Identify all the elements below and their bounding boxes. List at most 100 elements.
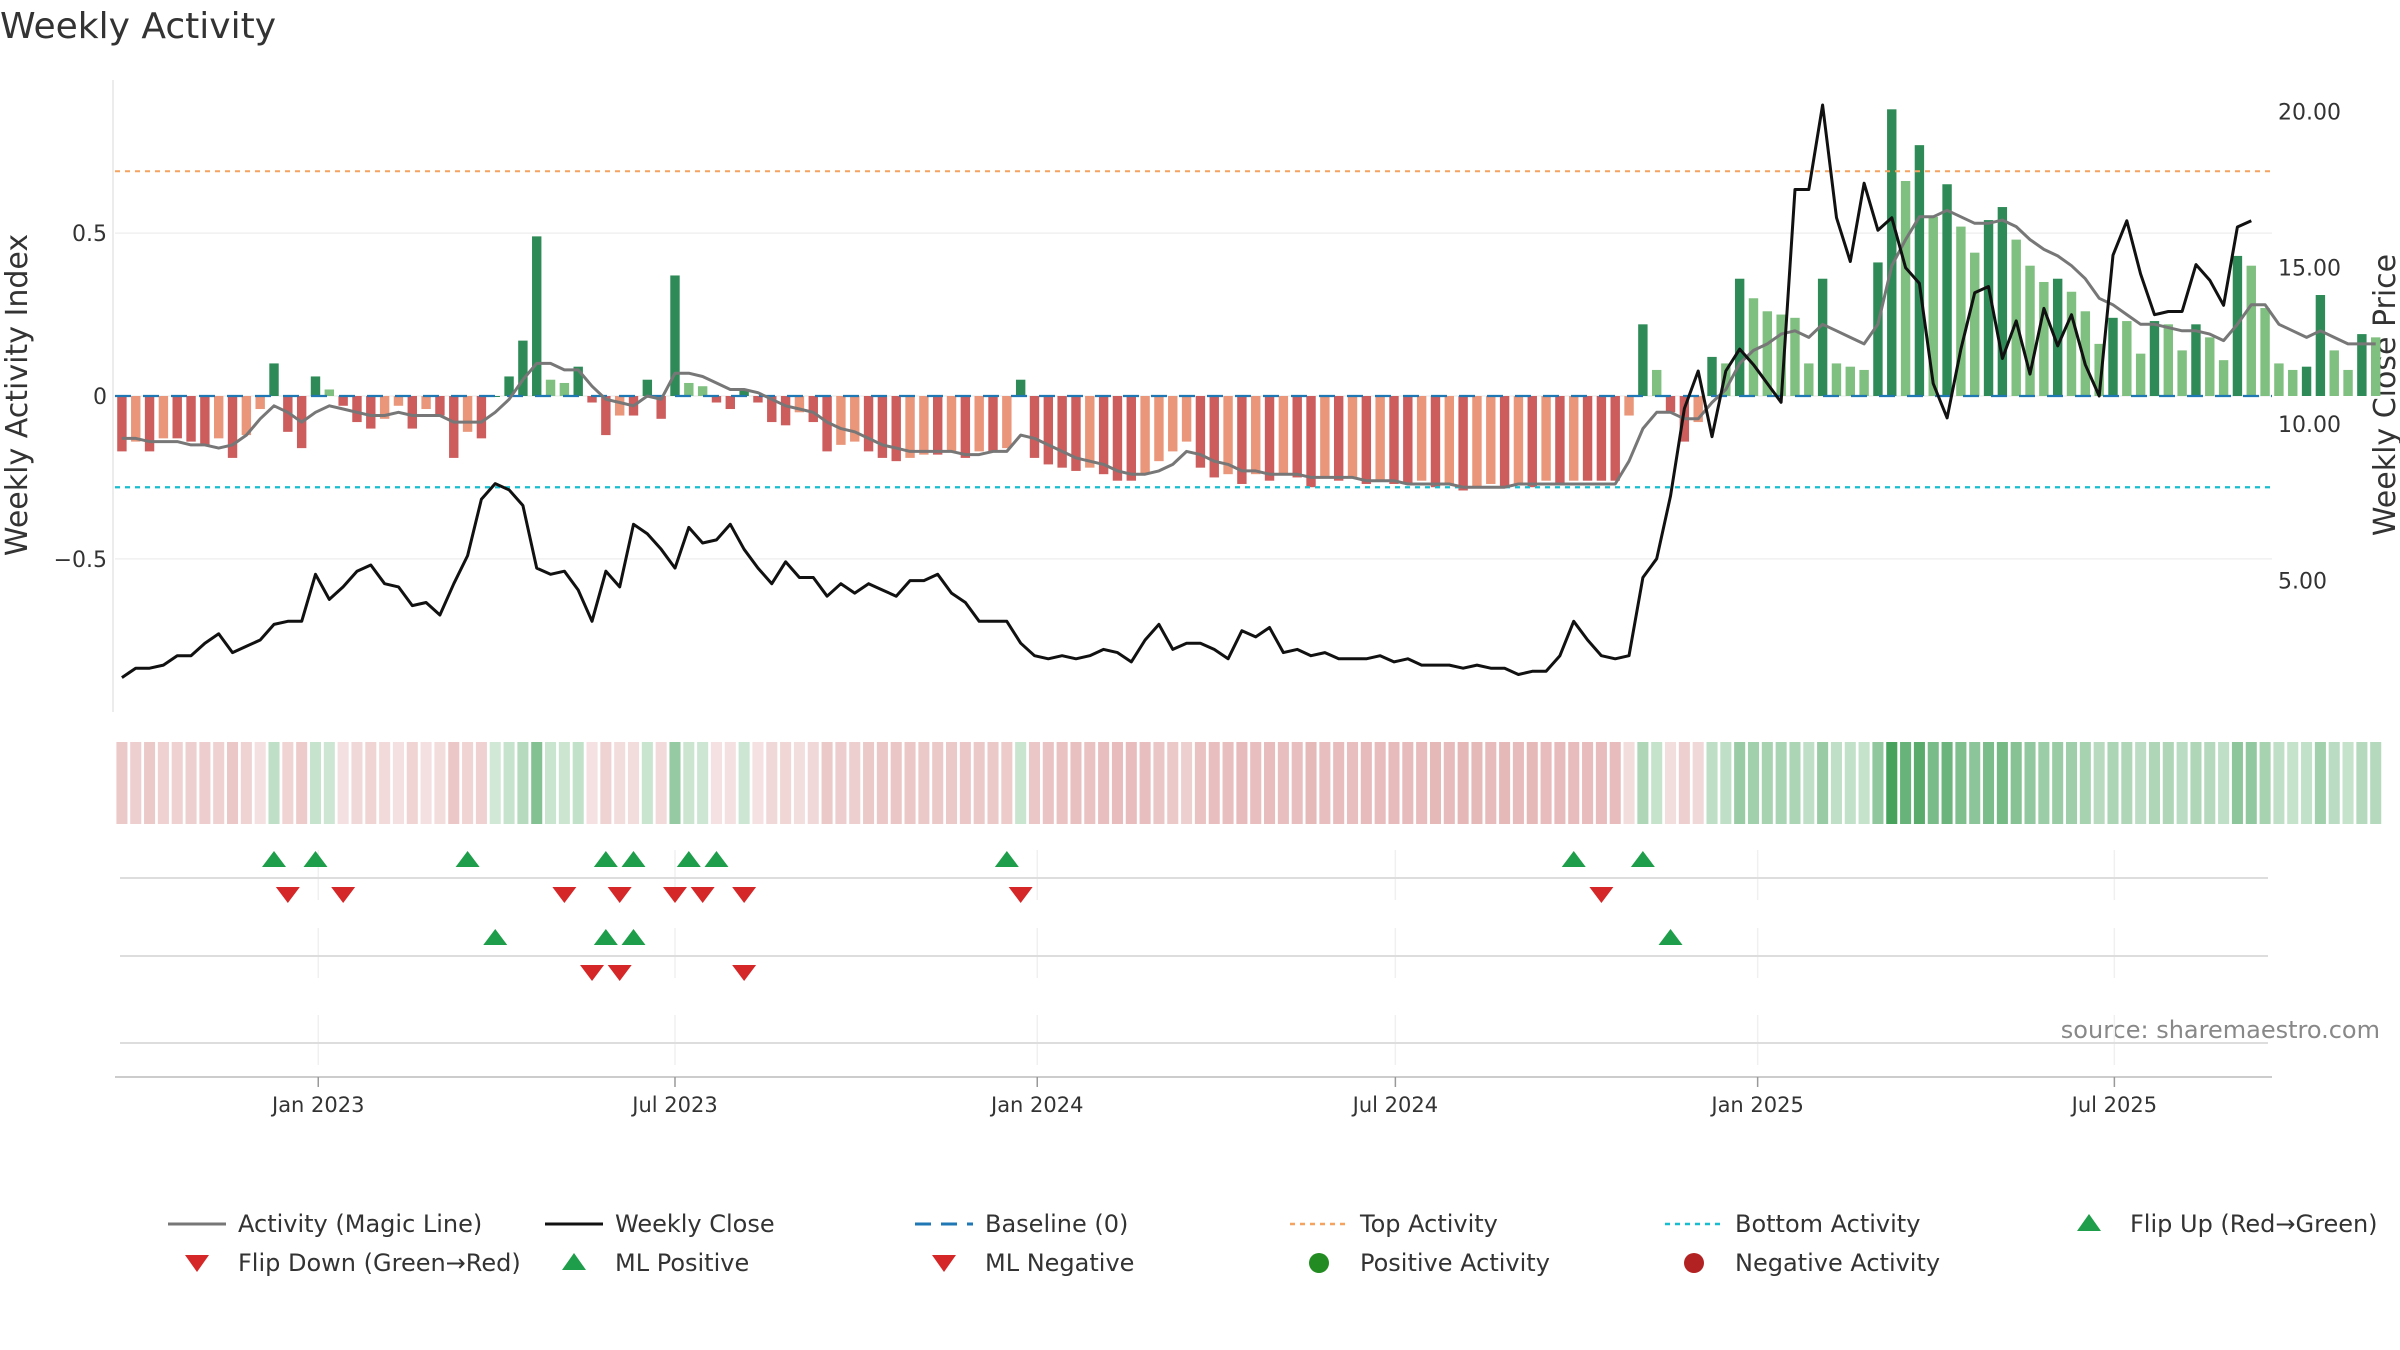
activity-bar <box>1942 184 1952 396</box>
heat-strip-cell <box>2259 742 2271 824</box>
activity-bar <box>2094 343 2104 396</box>
activity-bar <box>1375 396 1385 481</box>
activity-bar <box>2274 363 2284 396</box>
heat-strip-cell <box>683 742 695 824</box>
x-tick-label: Jan 2024 <box>989 1093 1084 1117</box>
heat-strip-cell <box>1789 742 1801 824</box>
ml-positive-marker <box>621 929 646 945</box>
activity-bar <box>725 396 735 410</box>
x-tick-label: Jan 2025 <box>1709 1093 1804 1117</box>
flip-up-marker <box>1630 851 1655 867</box>
flip-up-marker <box>994 851 1019 867</box>
activity-bar <box>462 396 473 432</box>
activity-bar <box>131 396 141 442</box>
heat-strip-cell <box>434 742 446 824</box>
heat-strip-cell <box>157 742 169 824</box>
heat-strip-cell <box>2093 742 2105 824</box>
activity-bar <box>255 396 265 410</box>
activity-bar <box>1513 396 1524 484</box>
heat-strip-cell <box>973 742 985 824</box>
activity-bar <box>1887 109 1897 397</box>
legend-item: ML Negative <box>932 1249 1134 1277</box>
activity-bar <box>1707 356 1717 396</box>
heat-strip-cell <box>420 742 432 824</box>
legend-label: Activity (Magic Line) <box>238 1210 482 1238</box>
activity-bar <box>1997 207 2008 396</box>
activity-bar <box>1168 396 1178 452</box>
y-axis-ticks: 0.5 0 −0.5 20.00 15.00 10.00 5.00 <box>54 100 2341 594</box>
heat-strip-cell <box>254 742 266 824</box>
heat-strip-cell <box>213 742 225 824</box>
heat-strip-cell <box>876 742 888 824</box>
activity-bar <box>1928 216 1938 396</box>
flip-down-marker <box>607 887 632 903</box>
heat-strip-cell <box>1983 742 1995 824</box>
heat-strip-cell <box>1264 742 1276 824</box>
activity-bar <box>1251 396 1261 475</box>
heat-strip-cell <box>614 742 626 824</box>
heat-strip-cell <box>2342 742 2354 824</box>
flip-down-marker <box>552 887 577 903</box>
activity-bar <box>310 376 321 396</box>
legend-label: Baseline (0) <box>985 1210 1128 1238</box>
heat-strip-cell <box>2231 742 2243 824</box>
heat-strip-cell <box>1609 742 1621 824</box>
activity-bar <box>1154 396 1164 462</box>
activity-bar <box>767 396 777 423</box>
activity-bar <box>780 396 791 426</box>
heat-strip-cell <box>863 742 875 824</box>
heat-strip-cell <box>793 742 805 824</box>
heat-strip-cell <box>296 742 308 824</box>
activity-bar <box>1762 311 1773 396</box>
flip-up-marker <box>593 851 618 867</box>
heat-strip-cell <box>586 742 598 824</box>
heat-strip-cell <box>144 742 156 824</box>
series-lines <box>115 103 2376 679</box>
activity-bar <box>1112 396 1123 481</box>
activity-bar <box>656 396 666 419</box>
heat-strip-cell <box>130 742 142 824</box>
activity-bar <box>1721 363 1731 396</box>
right-tick-label: 5.00 <box>2278 570 2327 595</box>
heat-strip-cell <box>1582 742 1594 824</box>
activity-bar <box>449 396 459 458</box>
heat-strip-cell <box>462 742 474 824</box>
flip-up-marker <box>621 851 646 867</box>
heat-strip-cell <box>2176 742 2188 824</box>
heat-strip-cell <box>766 742 778 824</box>
flip-down-marker <box>732 887 757 903</box>
heat-strip-cell <box>669 742 681 824</box>
activity-bar <box>808 396 818 423</box>
heat-strip-cell <box>2370 742 2382 824</box>
signal-markers <box>262 851 1683 981</box>
legend-label: ML Positive <box>615 1249 749 1277</box>
activity-bar <box>1306 396 1316 488</box>
heat-strip-cell <box>2218 742 2230 824</box>
activity-bar <box>2246 265 2256 396</box>
heat-strip-cell <box>904 742 916 824</box>
activity-bar <box>1333 396 1344 481</box>
heat-strip-cell <box>2356 742 2368 824</box>
x-tick-label: Jul 2025 <box>2070 1093 2157 1117</box>
heat-strip-cell <box>2328 742 2340 824</box>
activity-bar <box>2205 337 2215 396</box>
activity-bar <box>1416 396 1427 481</box>
activity-bar <box>1624 396 1634 416</box>
activity-bar <box>2163 324 2173 396</box>
heat-strip-cell <box>655 742 667 824</box>
source-credit: source: sharemaestro.com <box>2061 1016 2380 1044</box>
activity-bar <box>2011 239 2021 396</box>
legend-item: Flip Up (Red→Green) <box>2077 1210 2378 1238</box>
heat-strip-cell <box>1485 742 1497 824</box>
left-tick-label: 0 <box>93 385 107 410</box>
activity-bar <box>2260 308 2270 396</box>
activity-bar <box>241 396 252 436</box>
flip-up-marker <box>704 851 729 867</box>
activity-bar <box>933 396 943 455</box>
heat-strip-cell <box>1181 742 1193 824</box>
heat-strip-cell <box>1692 742 1704 824</box>
heat-strip-cell <box>2024 742 2036 824</box>
legend-down-triangle-icon <box>185 1255 209 1272</box>
activity-bar <box>1859 369 1869 396</box>
